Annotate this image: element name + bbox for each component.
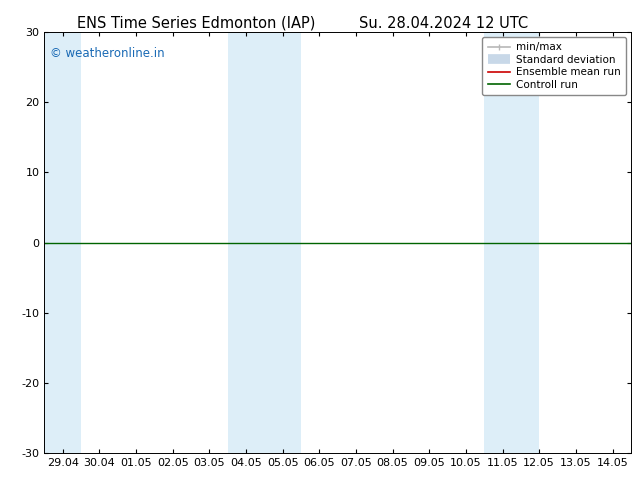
Text: © weatheronline.in: © weatheronline.in bbox=[50, 47, 165, 60]
Bar bbox=[521, 32, 539, 453]
Bar bbox=[228, 32, 264, 453]
Text: ENS Time Series Edmonton (IAP): ENS Time Series Edmonton (IAP) bbox=[77, 16, 316, 31]
Legend: min/max, Standard deviation, Ensemble mean run, Controll run: min/max, Standard deviation, Ensemble me… bbox=[482, 37, 626, 95]
Bar bbox=[44, 32, 81, 453]
Text: Su. 28.04.2024 12 UTC: Su. 28.04.2024 12 UTC bbox=[359, 16, 528, 31]
Bar bbox=[264, 32, 301, 453]
Bar bbox=[484, 32, 521, 453]
